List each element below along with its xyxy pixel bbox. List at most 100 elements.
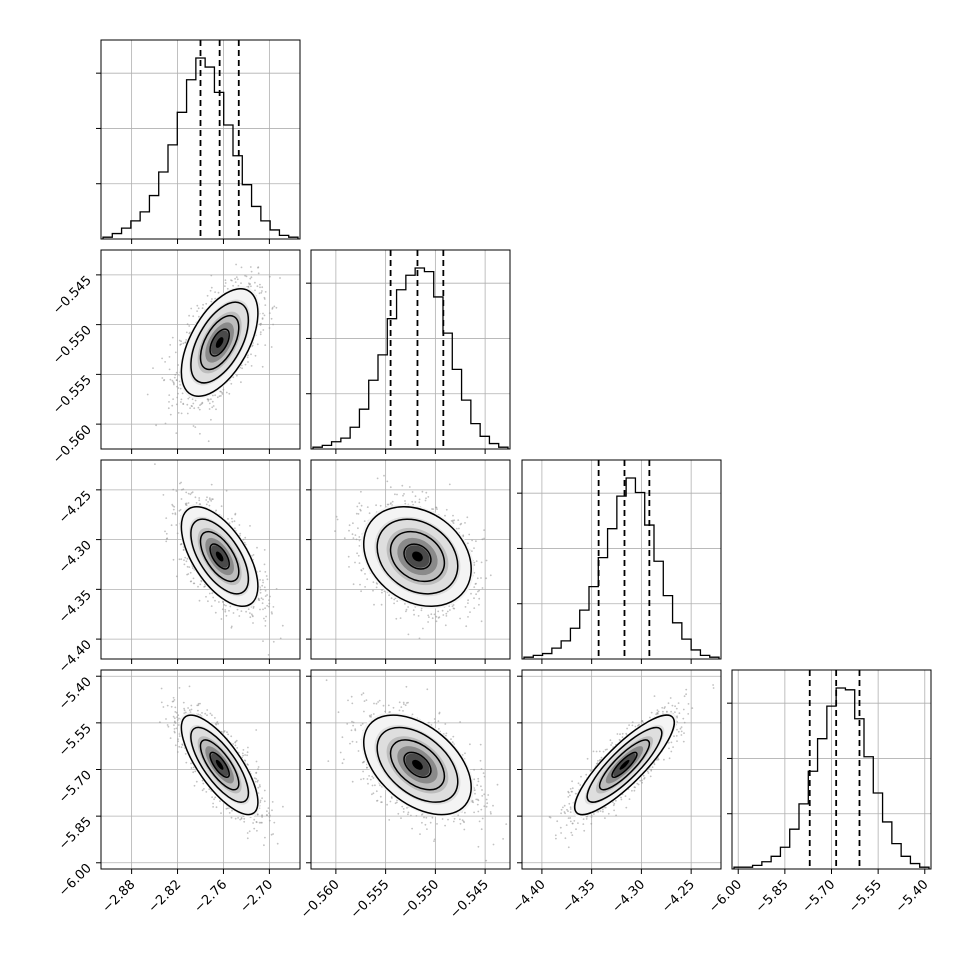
scatter-point [226, 287, 229, 290]
scatter-point [217, 291, 220, 294]
scatter-point [412, 609, 415, 612]
scatter-point [176, 396, 179, 399]
scatter-point [221, 391, 224, 394]
scatter-point [208, 408, 211, 410]
scatter-point [228, 392, 231, 395]
scatter-point [179, 387, 182, 390]
scatter-point [171, 404, 174, 407]
scatter-point [250, 285, 252, 288]
scatter-point [235, 276, 238, 278]
scatter-point [386, 480, 389, 483]
scatter-point [185, 491, 188, 494]
scatter-point [264, 344, 267, 346]
scatter-point [205, 503, 208, 506]
scatter-point [210, 483, 213, 486]
scatter-point [260, 597, 263, 600]
scatter-point [347, 555, 350, 558]
scatter-point [265, 615, 267, 618]
scatter-point [152, 367, 154, 369]
scatter-point [183, 563, 186, 566]
scatter-point [358, 539, 361, 542]
scatter-point [435, 615, 438, 618]
scatter-point [169, 344, 172, 346]
scatter-point [254, 289, 256, 292]
scatter-point [265, 575, 268, 577]
scatter-point [185, 502, 188, 505]
scatter-point [182, 342, 185, 345]
scatter-point [218, 395, 221, 398]
scatter-point [266, 594, 268, 596]
scatter-point [435, 620, 438, 623]
scatter-point [199, 432, 201, 435]
scatter-point [399, 617, 402, 619]
scatter-point [422, 627, 424, 630]
scatter-point [178, 509, 181, 512]
scatter-point [425, 491, 428, 494]
scatter-point [436, 508, 438, 510]
scatter-point [249, 266, 252, 268]
scatter-point [427, 621, 429, 623]
scatter-point [238, 615, 241, 617]
scatter-point [187, 573, 190, 575]
scatter-point [402, 494, 404, 497]
scatter-point [379, 504, 382, 507]
scatter-point [210, 274, 213, 277]
scatter-point [183, 559, 185, 561]
contour-1 [199, 314, 240, 371]
scatter-point [237, 284, 240, 287]
scatter-point [244, 536, 247, 539]
scatter-point [335, 515, 338, 518]
scatter-point [208, 504, 211, 507]
scatter-point [179, 508, 182, 511]
scatter-point [192, 315, 195, 318]
scatter-point [175, 403, 178, 406]
scatter-point [467, 542, 469, 545]
scatter-point [249, 612, 251, 614]
scatter-point [254, 354, 257, 357]
scatter-point [172, 508, 175, 511]
scatter-point [210, 500, 213, 502]
scatter-point [198, 599, 201, 602]
scatter-point [197, 406, 200, 409]
scatter-point [186, 403, 189, 406]
scatter-point [191, 398, 194, 401]
scatter-point [351, 533, 354, 536]
scatter-point [270, 346, 273, 348]
scatter-point [275, 588, 278, 590]
scatter-point [268, 312, 271, 314]
scatter-point [250, 270, 253, 273]
scatter-point [169, 413, 172, 416]
scatter-point [259, 579, 261, 581]
scatter-point [355, 538, 358, 541]
scatter-point [258, 599, 261, 602]
scatter-point [262, 579, 264, 581]
scatter-point [405, 610, 407, 613]
scatter-point [210, 286, 213, 289]
scatter-point [352, 522, 354, 525]
scatter-point [433, 613, 436, 616]
scatter-point [236, 608, 239, 611]
scatter-point [234, 512, 237, 515]
scatter-point [467, 599, 469, 602]
scatter-point [165, 517, 168, 519]
panel-background [101, 40, 300, 239]
scatter-point [471, 550, 473, 552]
scatter-point [393, 598, 396, 601]
scatter-point [175, 490, 178, 492]
scatter-point [483, 529, 485, 531]
scatter-point [236, 278, 239, 281]
scatter-point [359, 583, 361, 586]
scatter-point [395, 617, 398, 620]
scatter-point [193, 407, 196, 410]
scatter-point [250, 613, 253, 616]
scatter-point [262, 608, 264, 611]
scatter-point [252, 605, 255, 608]
scatter-point [164, 361, 167, 363]
scatter-point [146, 393, 149, 396]
scatter-point [196, 304, 199, 307]
scatter-point [452, 514, 454, 517]
scatter-point [180, 398, 183, 401]
scatter-point [175, 575, 178, 578]
scatter-point [272, 606, 275, 608]
scatter-point [199, 583, 202, 586]
